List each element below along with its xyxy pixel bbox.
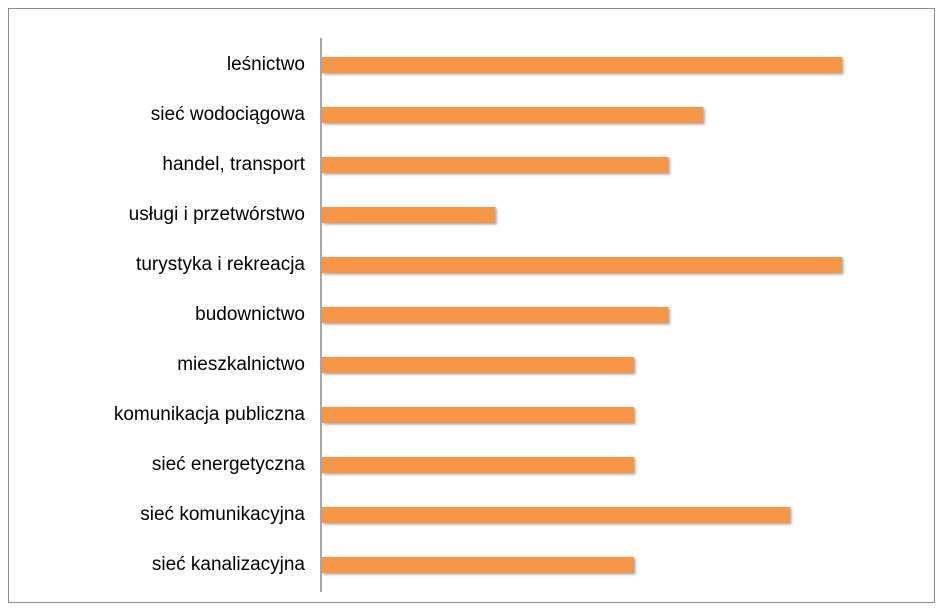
- bar: [322, 57, 842, 73]
- y-tick-label: sieć kanalizacyjna: [152, 554, 306, 575]
- bar: [322, 107, 704, 123]
- y-tick-label: mieszkalnictwo: [177, 354, 305, 375]
- bar: [322, 207, 496, 223]
- y-tick-label: sieć komunikacyjna: [140, 504, 305, 525]
- bar: [322, 257, 842, 273]
- bar: [322, 507, 790, 523]
- bar: [322, 407, 634, 423]
- bar: [322, 307, 669, 323]
- y-tick-label: budownictwo: [195, 304, 305, 325]
- y-tick-label: leśnictwo: [227, 54, 305, 75]
- y-tick-label: usługi i przetwórstwo: [129, 204, 305, 225]
- bar: [322, 457, 634, 473]
- y-tick-label: sieć wodociągowa: [151, 104, 306, 125]
- bar: [322, 557, 634, 573]
- y-tick-label: handel, transport: [162, 154, 305, 175]
- bar: [322, 157, 669, 173]
- y-tick-label: komunikacja publiczna: [114, 404, 306, 425]
- bar: [322, 357, 634, 373]
- y-tick-label: turystyka i rekreacja: [136, 254, 305, 275]
- y-tick-label: sieć energetyczna: [152, 454, 306, 475]
